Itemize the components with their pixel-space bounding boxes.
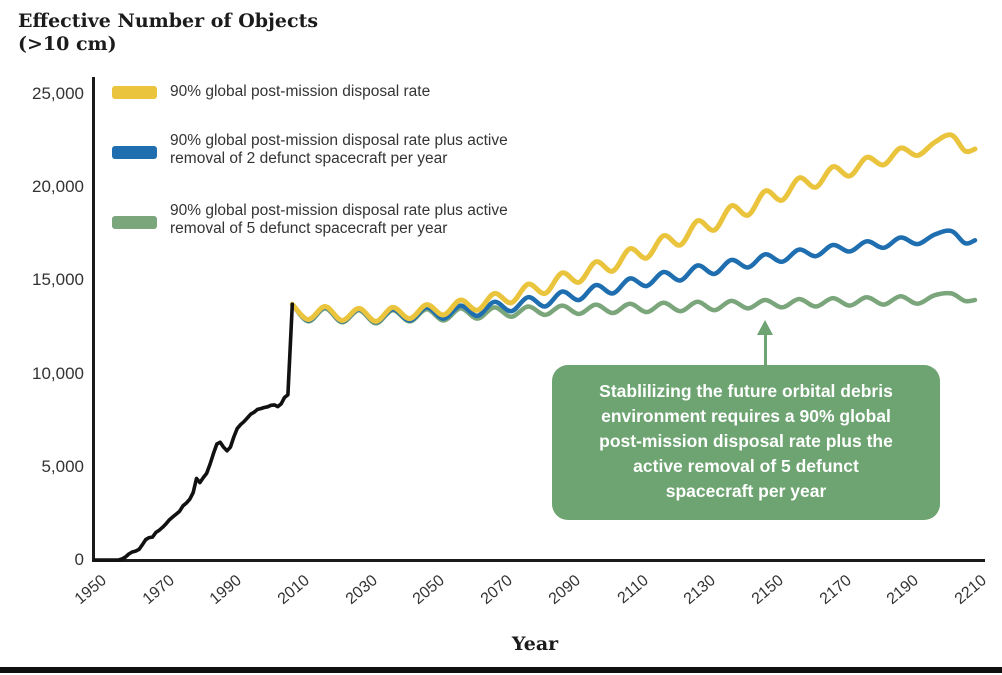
series-line-1 xyxy=(289,132,978,324)
annotation-callout: Stablilizing the future orbital debris e… xyxy=(552,365,940,520)
bottom-divider xyxy=(0,667,1002,673)
y-tick-label: 10,000 xyxy=(32,363,84,383)
annotation-arrow-icon xyxy=(757,320,773,335)
legend-swatch-icon xyxy=(112,146,157,159)
legend-label: 90% global post-mission disposal rate pl… xyxy=(170,202,508,237)
y-axis-line xyxy=(92,77,95,562)
legend-swatch-icon xyxy=(112,216,157,229)
series-line-0 xyxy=(93,302,295,562)
legend-label: 90% global post-mission disposal rate pl… xyxy=(170,132,508,167)
x-axis-title: Year xyxy=(511,633,559,655)
x-axis-line xyxy=(92,559,985,562)
legend-label: 90% global post-mission disposal rate xyxy=(170,83,431,100)
y-tick-label: 15,000 xyxy=(32,270,84,290)
y-tick-label: 5,000 xyxy=(41,456,84,476)
y-tick-label: 25,000 xyxy=(32,84,84,103)
chart-title: Effective Number of Objects (>10 cm) xyxy=(18,10,319,55)
legend-swatch-icon xyxy=(112,86,157,99)
y-tick-label: 0 xyxy=(74,550,84,569)
y-tick-label: 20,000 xyxy=(32,177,84,197)
annotation-arrow-stem xyxy=(764,334,767,366)
annotation-text: Stablilizing the future orbital debris e… xyxy=(599,381,893,501)
